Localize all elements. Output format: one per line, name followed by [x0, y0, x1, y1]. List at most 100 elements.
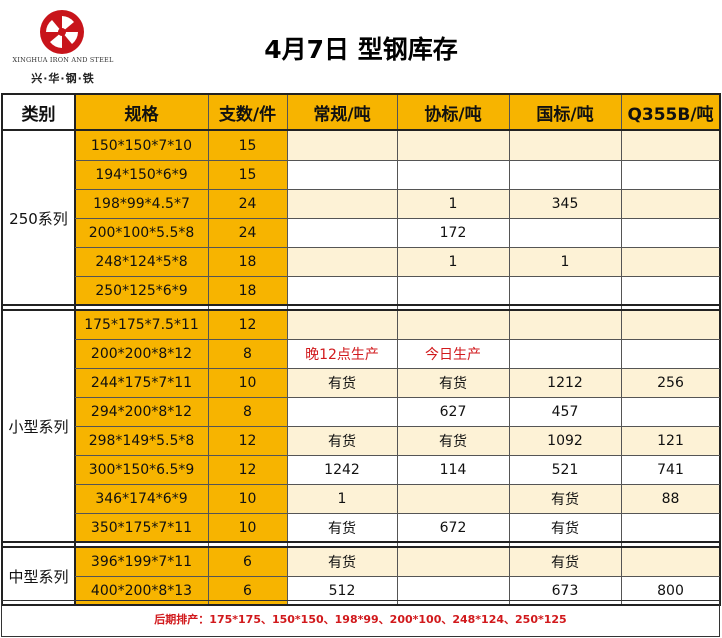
stock-cell-normal: 1: [287, 484, 397, 513]
col-header-category: 类别: [2, 95, 75, 129]
pieces-cell: 12: [208, 426, 287, 455]
stock-cell-q355b: 741: [621, 455, 720, 484]
stock-cell-q355b: [621, 218, 720, 247]
col-header-pieces: 支数/件: [208, 95, 287, 129]
spec-cell: 300*150*6.5*9: [75, 455, 208, 484]
stock-cell-national: [509, 339, 621, 368]
stock-cell-assoc: 627: [397, 397, 509, 426]
pieces-cell: 24: [208, 189, 287, 218]
grid-line: [75, 275, 720, 277]
company-name-en: XINGHUA IRON AND STEEL: [12, 56, 114, 64]
stock-cell-national: [509, 160, 621, 189]
grid-line: [75, 338, 720, 340]
stock-cell-normal: [287, 160, 397, 189]
spec-cell: 248*124*5*8: [75, 247, 208, 276]
grid-line: [75, 367, 720, 369]
stock-cell-q355b: [621, 310, 720, 339]
grid-line: [2, 93, 720, 95]
stock-cell-assoc: 1: [397, 247, 509, 276]
grid-line: [2, 304, 720, 306]
stock-cell-assoc: [397, 547, 509, 576]
stock-cell-q355b: [621, 397, 720, 426]
stock-cell-normal: 有货: [287, 426, 397, 455]
stock-cell-assoc: [397, 310, 509, 339]
stock-cell-normal: 有货: [287, 513, 397, 542]
grid-line: [75, 246, 720, 248]
stock-cell-assoc: [397, 160, 509, 189]
stock-cell-national: 521: [509, 455, 621, 484]
stock-cell-national: [509, 131, 621, 160]
stock-cell-assoc: 1: [397, 189, 509, 218]
spec-cell: 346*174*6*9: [75, 484, 208, 513]
stock-cell-q355b: [621, 247, 720, 276]
grid-line: [207, 93, 209, 606]
pieces-cell: 12: [208, 310, 287, 339]
grid-line: [75, 483, 720, 485]
pieces-cell: 24: [208, 218, 287, 247]
pieces-cell: 18: [208, 276, 287, 305]
category-cell: 中型系列: [2, 547, 75, 605]
stock-cell-national: 1212: [509, 368, 621, 397]
grid-line: [620, 93, 622, 606]
stock-cell-normal: [287, 218, 397, 247]
stock-cell-normal: [287, 247, 397, 276]
spec-cell: 194*150*6*9: [75, 160, 208, 189]
stock-cell-national: [509, 218, 621, 247]
pieces-cell: 18: [208, 247, 287, 276]
pieces-cell: 8: [208, 397, 287, 426]
spec-cell: 350*175*7*11: [75, 513, 208, 542]
stock-cell-normal: [287, 310, 397, 339]
category-cell: 250系列: [2, 131, 75, 305]
grid-line: [75, 188, 720, 190]
spec-cell: 150*150*7*10: [75, 131, 208, 160]
stock-cell-q355b: [621, 160, 720, 189]
stock-cell-assoc: [397, 484, 509, 513]
stock-cell-assoc: 114: [397, 455, 509, 484]
col-header-normal: 常规/吨: [287, 95, 397, 129]
grid-line: [2, 541, 720, 543]
stock-cell-national: 1: [509, 247, 621, 276]
company-name-cn: 兴·华·钢·铁: [31, 72, 95, 85]
pieces-cell: 15: [208, 160, 287, 189]
grid-line: [75, 217, 720, 219]
stock-cell-assoc: 172: [397, 218, 509, 247]
stock-cell-normal: 有货: [287, 368, 397, 397]
stock-cell-normal: [287, 189, 397, 218]
category-cell: 小型系列: [2, 310, 75, 542]
grid-line: [75, 575, 720, 577]
spec-cell: 298*149*5.5*8: [75, 426, 208, 455]
pieces-cell: 10: [208, 484, 287, 513]
logo-emblem-icon: [40, 10, 84, 54]
col-header-assoc: 协标/吨: [397, 95, 509, 129]
stock-cell-assoc: [397, 276, 509, 305]
stock-cell-national: 345: [509, 189, 621, 218]
stock-cell-q355b: 256: [621, 368, 720, 397]
pieces-cell: 6: [208, 547, 287, 576]
grid-line: [2, 546, 720, 548]
col-header-spec: 规格: [75, 95, 208, 129]
grid-line: [508, 93, 510, 606]
pieces-cell: 8: [208, 339, 287, 368]
stock-cell-assoc: 今日生产: [397, 339, 509, 368]
footer-note: 后期排产：175*175、150*150、198*99、200*100、248*…: [1, 600, 720, 637]
stock-cell-national: [509, 276, 621, 305]
spec-cell: 200*200*8*12: [75, 339, 208, 368]
stock-cell-normal: 晚12点生产: [287, 339, 397, 368]
spec-cell: 198*99*4.5*7: [75, 189, 208, 218]
stock-cell-normal: 1242: [287, 455, 397, 484]
grid-line: [75, 396, 720, 398]
stock-cell-q355b: 88: [621, 484, 720, 513]
pieces-cell: 15: [208, 131, 287, 160]
grid-line: [75, 512, 720, 514]
pieces-cell: 10: [208, 368, 287, 397]
grid-line: [396, 93, 398, 606]
stock-cell-assoc: 672: [397, 513, 509, 542]
stock-cell-national: 有货: [509, 484, 621, 513]
stock-cell-normal: [287, 131, 397, 160]
stock-cell-assoc: 有货: [397, 426, 509, 455]
page-title: 4月7日 型钢库存: [264, 35, 458, 64]
stock-cell-national: [509, 310, 621, 339]
spec-cell: 294*200*8*12: [75, 397, 208, 426]
grid-line: [75, 454, 720, 456]
stock-cell-assoc: [397, 131, 509, 160]
